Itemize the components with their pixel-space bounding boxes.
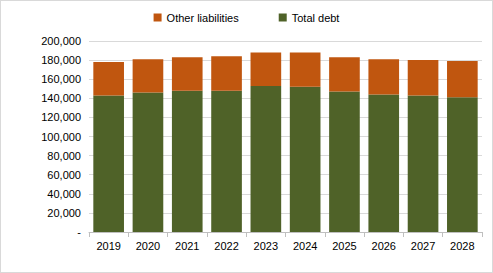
svg-text:100,000: 100,000 [41, 131, 81, 143]
svg-text:2025: 2025 [332, 240, 356, 252]
svg-text:Total debt: Total debt [292, 12, 340, 24]
svg-text:2019: 2019 [96, 240, 120, 252]
svg-text:2020: 2020 [136, 240, 160, 252]
svg-text:40,000: 40,000 [47, 188, 81, 200]
svg-text:Other liabilities: Other liabilities [167, 12, 240, 24]
svg-text:200,000: 200,000 [41, 35, 81, 47]
svg-text:160,000: 160,000 [41, 73, 81, 85]
svg-text:120,000: 120,000 [41, 111, 81, 123]
svg-text:20,000: 20,000 [47, 207, 81, 219]
svg-text:60,000: 60,000 [47, 169, 81, 181]
svg-text:2027: 2027 [411, 240, 435, 252]
svg-text:140,000: 140,000 [41, 92, 81, 104]
svg-text:2023: 2023 [254, 240, 278, 252]
svg-text:2028: 2028 [450, 240, 474, 252]
svg-text:2022: 2022 [214, 240, 238, 252]
svg-text:2024: 2024 [293, 240, 317, 252]
svg-text:80,000: 80,000 [47, 150, 81, 162]
svg-text:-: - [77, 226, 81, 238]
svg-text:2021: 2021 [175, 240, 199, 252]
svg-text:180,000: 180,000 [41, 54, 81, 66]
svg-text:2026: 2026 [372, 240, 396, 252]
